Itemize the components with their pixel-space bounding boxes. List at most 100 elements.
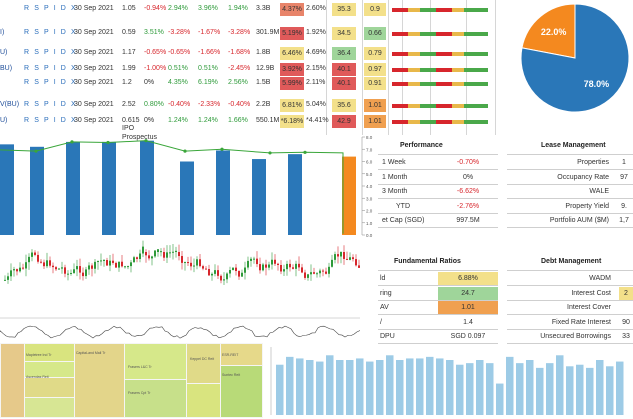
- distribution-bar: [346, 360, 354, 415]
- treemap-label: Frasers L&C Tr: [128, 365, 152, 369]
- candle-body: [76, 266, 78, 270]
- rspidx-link[interactable]: R S P I D X: [24, 65, 78, 72]
- candle-body: [115, 262, 117, 268]
- rspidx-link[interactable]: R S P I D X: [24, 29, 78, 36]
- candle-body: [223, 279, 225, 281]
- candle-body: [43, 262, 45, 267]
- candle-body: [328, 266, 330, 274]
- change-cell: 6.19%: [198, 79, 218, 86]
- candle-body: [184, 262, 186, 264]
- score-cell: 40.1: [332, 63, 356, 76]
- treemap-cell[interactable]: [0, 343, 25, 418]
- change-cell: -1.68%: [228, 49, 251, 56]
- candle-body: [289, 263, 291, 268]
- rspidx-link[interactable]: R S P I D X: [24, 79, 78, 86]
- price-bar: [180, 161, 194, 235]
- candle-body: [136, 257, 138, 259]
- change-cell: 2.56%: [228, 79, 248, 86]
- candle-body: [31, 252, 33, 257]
- candle-body: [286, 263, 288, 270]
- ticker-label: U): [0, 49, 8, 56]
- rspidx-link[interactable]: R S P I D X: [24, 5, 78, 12]
- yield-cell: 2.60%: [306, 5, 326, 12]
- candle-body: [13, 269, 15, 271]
- candle-body: [127, 266, 129, 268]
- panel-row: Portfolio AUM ($M) 1,7: [507, 214, 633, 228]
- rspidx-link[interactable]: R S P I D X: [24, 117, 78, 124]
- pb-cell: 1.01: [364, 115, 386, 128]
- candle-body: [265, 264, 267, 268]
- sector-treemap: Frasers L&C Tr CapitaLand Mall Tr Ascendas…: [0, 343, 263, 418]
- trend-point: [34, 149, 38, 153]
- candle-body: [355, 259, 357, 266]
- candle-body: [196, 259, 198, 266]
- candle-body: [319, 270, 321, 274]
- candle-body: [64, 267, 66, 274]
- candle-body: [256, 258, 258, 265]
- score-cell: 36.4: [332, 47, 356, 60]
- treemap-cell[interactable]: [24, 377, 75, 398]
- candle-body: [325, 271, 327, 274]
- distribution-bar: [456, 364, 464, 415]
- candle-body: [139, 253, 141, 259]
- y-tick-label: 1.0: [366, 221, 373, 226]
- panel-row-label: /: [380, 318, 382, 326]
- rspidx-link[interactable]: R S P I D X: [24, 101, 78, 108]
- candle-body: [205, 268, 207, 270]
- panel-row-label: 1 Week: [382, 159, 406, 166]
- dividend-yield-cell: 4.37%: [280, 3, 304, 16]
- fundamental-ratios-panel: Fundamental Ratios ld 6.88% ring 24.7 AV 1.01…: [378, 254, 498, 344]
- date-cell: 30 Sep 2021: [74, 5, 114, 12]
- table-row[interactable]: R S P I D X 30 Sep 2021 1.05 -0.94% 2.94% 3.9…: [0, 0, 505, 20]
- table-row[interactable]: I) R S P I D X 30 Sep 2021 0.59 3.51% -3.28% -…: [0, 24, 505, 44]
- treemap-cell[interactable]: [124, 379, 187, 418]
- price-bar: [252, 159, 266, 235]
- candle-body: [148, 255, 150, 259]
- candle-body: [154, 250, 156, 257]
- treemap-cell[interactable]: [124, 343, 187, 380]
- change-cell: -1.67%: [198, 29, 221, 36]
- y-tick-label: 8.0: [366, 135, 373, 140]
- distribution-bar: [606, 366, 614, 415]
- candle-body: [100, 260, 102, 262]
- rspidx-link[interactable]: R S P I D X: [24, 49, 78, 56]
- panel-row: DPU SGD 0.097: [378, 330, 498, 344]
- panel-row-value: 1: [622, 159, 626, 166]
- candle-body: [103, 259, 105, 261]
- panel-row: Unsecured Borrowings 33: [507, 330, 633, 344]
- table-row[interactable]: R S P I D X 30 Sep 2021 1.2 0% 4.35% 6.19% 2.5…: [0, 74, 505, 94]
- candle-body: [241, 272, 243, 277]
- candle-body: [46, 260, 48, 267]
- price-bar: [288, 154, 302, 235]
- candle-body: [211, 273, 213, 276]
- price-bar: [30, 146, 44, 235]
- dividend-yield-cell: *6.18%: [280, 115, 304, 128]
- panel-row: AV 1.01: [378, 301, 498, 315]
- table-row[interactable]: U) R S P I D X 30 Sep 2021 1.17 -0.65% -0.65%…: [0, 44, 505, 64]
- treemap-cell[interactable]: [186, 383, 221, 418]
- candle-body: [82, 272, 84, 277]
- score-cell: 35.3: [332, 3, 356, 16]
- prospectus-note: IPO Prospectus: [122, 124, 160, 142]
- signal-bar: [436, 52, 488, 56]
- table-row[interactable]: V(BU) R S P I D X 30 Sep 2021 2.52 0.80% -0.4…: [0, 96, 505, 116]
- distribution-bar: [296, 358, 304, 415]
- panel-row-value: 0%: [462, 173, 474, 181]
- panel-row-label: AV: [380, 304, 389, 311]
- table-row[interactable]: BU) R S P I D X 30 Sep 2021 1.99 -1.00% 0.51%…: [0, 60, 505, 80]
- pie-chart: 22.0% 78.0%: [505, 0, 633, 118]
- treemap-cell[interactable]: [220, 365, 263, 418]
- table-row[interactable]: U) R S P I D X 30 Sep 2021 0.615 0% 1.24% 1.24…: [0, 112, 505, 142]
- candle-body: [343, 252, 345, 259]
- panel-row-label: Interest Cover: [567, 304, 611, 311]
- pie-slice-label: 22.0%: [541, 27, 567, 37]
- change-cell: 0%: [144, 79, 155, 86]
- ticker-label: V(BU): [0, 101, 20, 108]
- panel-row-label: YTD: [396, 202, 410, 210]
- treemap-label: Mapletree Ind Tr: [26, 353, 52, 357]
- treemap-cell[interactable]: [186, 343, 221, 384]
- market-cap-cell: 301.9M: [256, 29, 280, 36]
- treemap-cell[interactable]: [24, 397, 75, 418]
- y-tick-label: 6.0: [366, 160, 373, 165]
- panel-row: / 1.4: [378, 316, 498, 330]
